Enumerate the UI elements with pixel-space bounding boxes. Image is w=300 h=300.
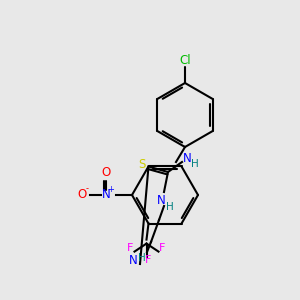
Text: -: -	[85, 184, 88, 194]
Text: Cl: Cl	[179, 55, 191, 68]
Text: H: H	[191, 159, 199, 169]
Text: N: N	[102, 188, 110, 202]
Text: H: H	[166, 202, 174, 212]
Text: H: H	[138, 253, 146, 263]
Text: +: +	[108, 184, 114, 194]
Text: N: N	[157, 194, 165, 206]
Text: F: F	[127, 243, 134, 253]
Text: N: N	[183, 152, 191, 164]
Text: N: N	[129, 254, 137, 268]
Text: S: S	[138, 158, 146, 172]
Text: F: F	[145, 255, 152, 265]
Text: O: O	[77, 188, 87, 202]
Text: F: F	[159, 243, 166, 253]
Text: O: O	[101, 167, 111, 179]
